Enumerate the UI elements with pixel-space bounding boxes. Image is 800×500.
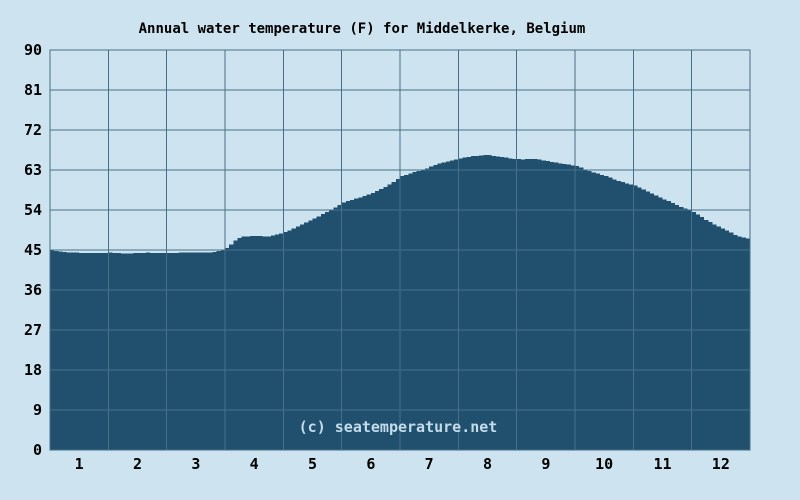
y-tick-label: 36 [24, 281, 42, 299]
x-tick-label: 1 [75, 455, 84, 473]
x-tick-label: 6 [366, 455, 375, 473]
y-tick-label: 72 [24, 121, 42, 139]
y-tick-label: 54 [24, 201, 42, 219]
y-tick-label: 0 [33, 441, 42, 459]
x-tick-label: 5 [308, 455, 317, 473]
watermark-label: (c) seatemperature.net [299, 418, 498, 436]
y-tick-label: 45 [24, 241, 42, 259]
y-tick-label: 90 [24, 41, 42, 59]
plot-frame [49, 49, 751, 451]
y-tick-label: 9 [33, 401, 42, 419]
x-tick-label: 10 [595, 455, 613, 473]
x-tick-label: 9 [541, 455, 550, 473]
x-tick-label: 8 [483, 455, 492, 473]
y-tick-label: 18 [24, 361, 42, 379]
x-tick-label: 7 [425, 455, 434, 473]
x-tick-label: 3 [191, 455, 200, 473]
x-tick-label: 12 [712, 455, 730, 473]
y-axis-tick-labels: 0 9 18 27 36 45 54 63 72 81 90 [24, 41, 42, 459]
chart-title: Annual water temperature (F) for Middelk… [139, 21, 586, 37]
x-tick-label: 4 [250, 455, 259, 473]
x-tick-label: 11 [653, 455, 671, 473]
y-tick-label: 27 [24, 321, 42, 339]
y-tick-label: 63 [24, 161, 42, 179]
y-tick-label: 81 [24, 81, 42, 99]
x-tick-label: 2 [133, 455, 142, 473]
x-axis-tick-labels: 1 2 3 4 5 6 7 8 9 10 11 12 [75, 455, 730, 473]
